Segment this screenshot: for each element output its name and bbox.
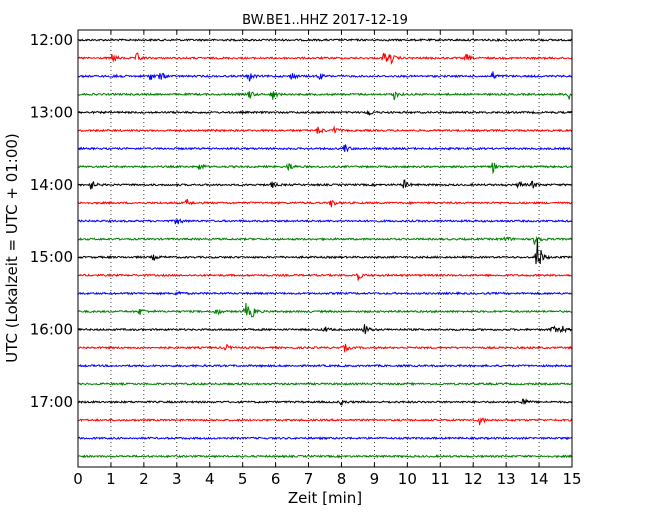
grid-lines bbox=[110, 30, 540, 467]
x-tick-label: 0 bbox=[73, 470, 83, 488]
seismic-trace bbox=[77, 125, 573, 135]
y-tick-label: 13:00 bbox=[30, 103, 73, 121]
x-tick-label: 6 bbox=[271, 470, 281, 488]
x-tick-label: 9 bbox=[370, 470, 380, 488]
seismic-trace bbox=[77, 144, 573, 153]
trace-group bbox=[77, 37, 573, 459]
seismic-trace bbox=[77, 109, 573, 117]
x-tick-label: 11 bbox=[431, 470, 450, 488]
seismic-trace bbox=[77, 37, 573, 43]
x-tick-label: 4 bbox=[205, 470, 215, 488]
seismic-trace bbox=[77, 91, 573, 101]
seismic-trace bbox=[77, 179, 573, 190]
seismic-trace bbox=[77, 238, 573, 265]
seismic-trace bbox=[77, 363, 573, 368]
seismic-trace bbox=[77, 198, 573, 208]
y-tick-label: 12:00 bbox=[30, 31, 73, 49]
x-tick-label: 8 bbox=[337, 470, 347, 488]
x-tick-label: 3 bbox=[172, 470, 182, 488]
seismic-trace bbox=[77, 162, 573, 175]
x-tick-label: 15 bbox=[562, 470, 581, 488]
seismic-trace bbox=[77, 273, 573, 281]
y-tick-label: 15:00 bbox=[30, 248, 73, 266]
x-tick-label: 7 bbox=[304, 470, 314, 488]
seismic-trace bbox=[77, 290, 573, 296]
seismic-trace bbox=[77, 303, 573, 318]
y-tick-label: 14:00 bbox=[30, 176, 73, 194]
x-tick-label: 13 bbox=[497, 470, 516, 488]
x-tick-label: 10 bbox=[398, 470, 417, 488]
axis-ticks: 0 1 2 3 4 5 6 7 8 9 10 11 12 13 14 1512:0013:0014:0015:… bbox=[30, 30, 582, 488]
seismic-trace bbox=[77, 235, 573, 245]
seismic-trace bbox=[77, 454, 573, 459]
y-tick-label: 17:00 bbox=[30, 393, 73, 411]
x-axis-label: Zeit [min] bbox=[288, 489, 362, 507]
seismic-trace bbox=[77, 218, 573, 225]
x-tick-label: 1 bbox=[106, 470, 116, 488]
seismic-trace bbox=[77, 436, 573, 441]
x-tick-label: 14 bbox=[530, 470, 549, 488]
plot-frame bbox=[77, 29, 573, 468]
x-tick-label: 5 bbox=[238, 470, 248, 488]
seismic-trace bbox=[77, 417, 573, 426]
x-tick-label: 12 bbox=[464, 470, 483, 488]
seismic-trace bbox=[77, 324, 573, 335]
seismic-trace bbox=[77, 381, 573, 387]
x-tick-label: 2 bbox=[139, 470, 149, 488]
seismic-trace bbox=[77, 71, 573, 82]
chart-title: BW.BE1..HHZ 2017-12-19 bbox=[242, 13, 408, 28]
y-axis-label: UTC (Lokalzeit = UTC + 01:00) bbox=[3, 133, 21, 363]
seismic-trace bbox=[77, 398, 573, 406]
seismic-trace bbox=[77, 52, 573, 65]
y-tick-label: 16:00 bbox=[30, 321, 73, 339]
seismic-trace bbox=[77, 343, 573, 353]
